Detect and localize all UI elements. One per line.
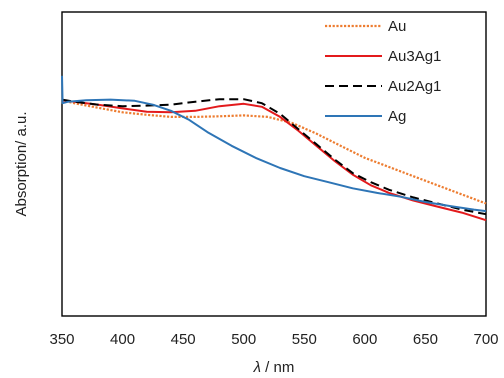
series-line-ag xyxy=(61,75,487,213)
x-tick-label: 600 xyxy=(352,331,377,348)
x-tick-labels: 350 400 450 500 550 600 650 700 xyxy=(49,331,498,348)
x-axis-unit: / nm xyxy=(261,359,294,376)
x-tick-label: 500 xyxy=(231,331,256,348)
plot-frame xyxy=(61,11,487,317)
series-line-au xyxy=(61,99,487,205)
legend-label-ag: Ag xyxy=(388,108,406,125)
legend-label-au: Au xyxy=(388,18,406,35)
x-tick-label: 350 xyxy=(49,331,74,348)
legend: Au Au3Ag1 Au2Ag1 Ag xyxy=(325,18,441,125)
x-tick-label: 550 xyxy=(292,331,317,348)
legend-label-au3ag1: Au3Ag1 xyxy=(388,48,441,65)
series-line-au2ag1 xyxy=(61,98,487,216)
x-tick-label: 400 xyxy=(110,331,135,348)
x-tick-label: 650 xyxy=(413,331,438,348)
x-tick-label: 450 xyxy=(171,331,196,348)
y-axis-title: Absorption/ a.u. xyxy=(13,111,30,216)
legend-label-au2ag1: Au2Ag1 xyxy=(388,78,441,95)
x-axis-title: λ / nm xyxy=(253,359,295,376)
x-axis-symbol: λ xyxy=(253,359,261,376)
series-layer xyxy=(61,75,487,222)
x-tick-label: 700 xyxy=(473,331,498,348)
